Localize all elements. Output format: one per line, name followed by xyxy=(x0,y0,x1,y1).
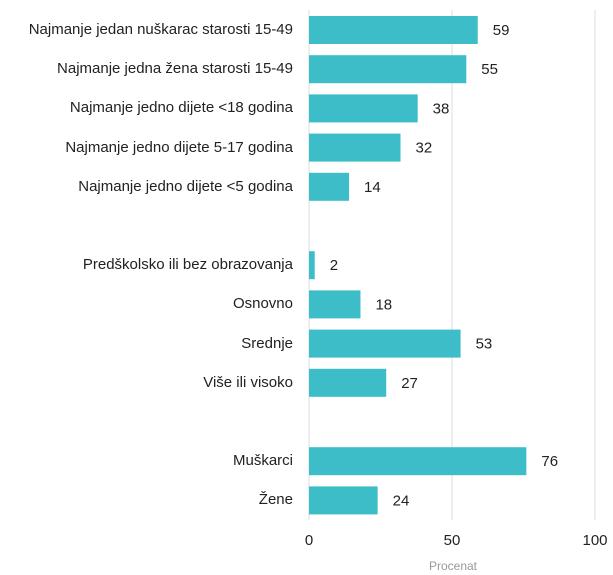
bar xyxy=(309,16,478,44)
value-label: 76 xyxy=(541,453,558,470)
value-label: 2 xyxy=(330,257,338,274)
bar xyxy=(309,55,467,84)
value-label: 55 xyxy=(481,61,498,78)
bar xyxy=(309,447,527,476)
y-tick-label: Srednje xyxy=(241,334,293,352)
value-label: 27 xyxy=(401,375,418,392)
value-label: 53 xyxy=(476,336,493,353)
x-axis-label: Procenat xyxy=(429,559,478,573)
value-label: 18 xyxy=(375,296,392,313)
y-tick-label: Muškarci xyxy=(232,452,293,470)
bar xyxy=(309,368,387,397)
bar xyxy=(309,94,418,123)
bar xyxy=(309,133,401,162)
value-label: 32 xyxy=(416,140,433,157)
y-tick-label: Više ili visoko xyxy=(203,373,293,391)
x-tick-label: 100 xyxy=(582,532,607,549)
y-tick-label: Najmanje jedna žena starosti 15-49 xyxy=(57,60,293,78)
value-label: 38 xyxy=(433,100,450,117)
bar xyxy=(309,486,378,515)
y-tick-label: Najmanje jedno dijete <5 godina xyxy=(78,177,293,195)
x-tick-label: 0 xyxy=(305,532,313,549)
y-tick-label: Predškolsko ili bez obrazovanja xyxy=(82,256,293,274)
bar xyxy=(309,329,461,358)
value-label: 24 xyxy=(393,492,410,509)
bar xyxy=(309,172,350,201)
value-label: 59 xyxy=(493,22,510,39)
bar xyxy=(309,290,361,319)
value-label: 14 xyxy=(364,179,381,196)
x-tick-label: 50 xyxy=(444,532,461,549)
y-tick-label: Najmanje jedno dijete <18 godina xyxy=(69,99,293,117)
y-tick-label: Žene xyxy=(258,491,293,509)
bar xyxy=(309,251,315,280)
y-tick-label: Najmanje jedan nuškarac starosti 15-49 xyxy=(28,21,293,38)
y-tick-label: Najmanje jedno dijete 5-17 godina xyxy=(65,138,293,156)
y-tick-label: Osnovno xyxy=(232,295,293,313)
